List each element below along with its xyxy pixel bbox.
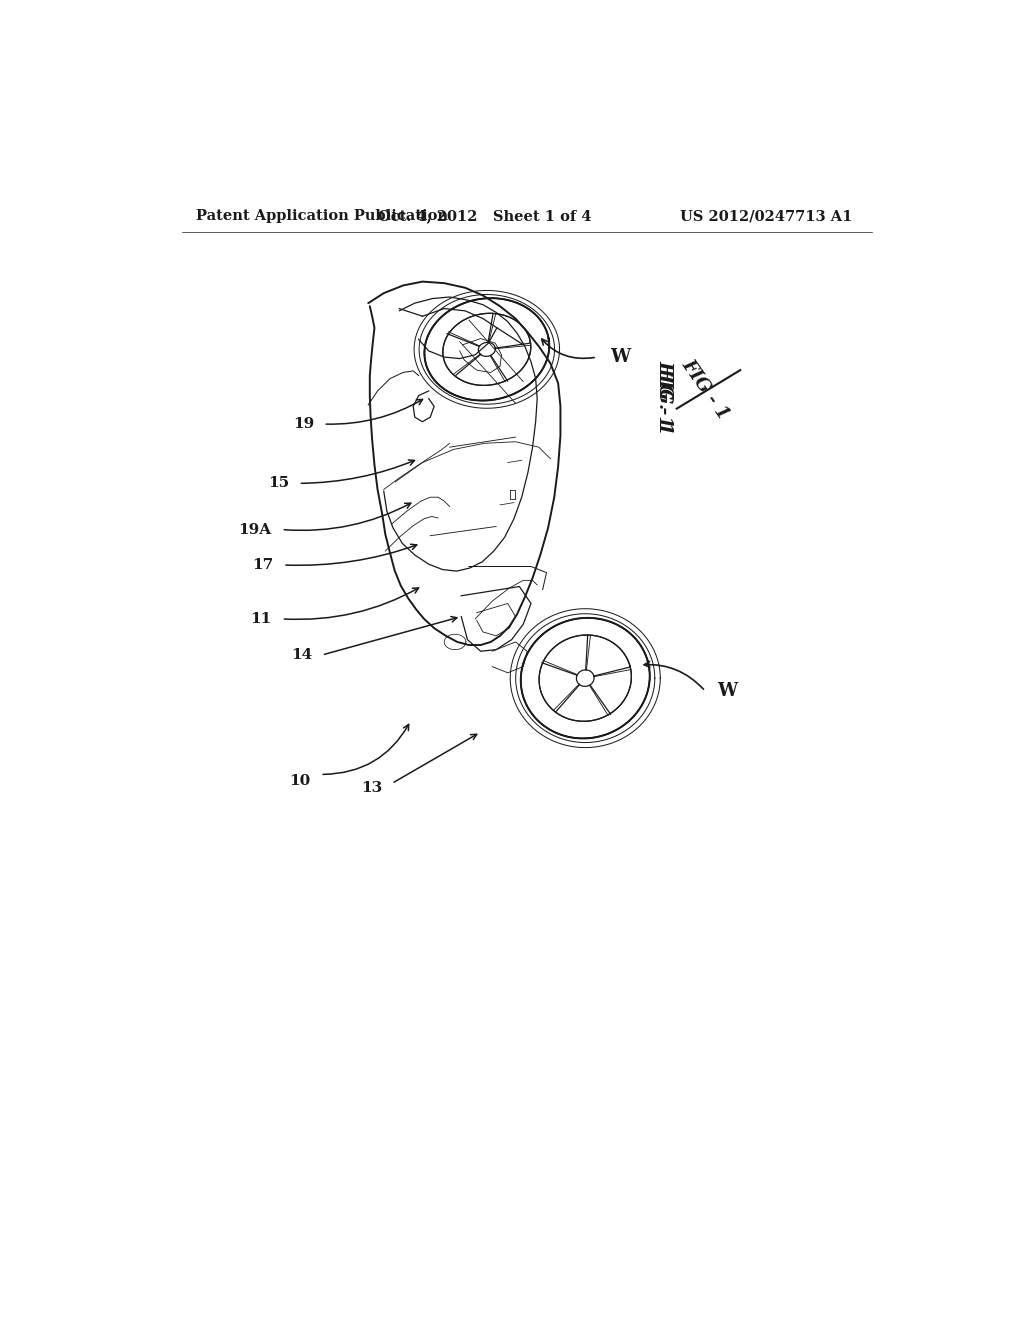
Polygon shape — [414, 391, 434, 422]
Text: US 2012/0247713 A1: US 2012/0247713 A1 — [680, 209, 853, 223]
Text: 14: 14 — [291, 648, 312, 663]
Text: 10: 10 — [289, 774, 310, 788]
Text: 13: 13 — [360, 781, 382, 795]
Text: 19: 19 — [293, 417, 314, 432]
Text: 19A: 19A — [239, 523, 271, 536]
Text: 11: 11 — [250, 612, 271, 626]
Text: FIG. 1: FIG. 1 — [655, 367, 673, 428]
Text: W: W — [717, 682, 737, 700]
Text: Patent Application Publication: Patent Application Publication — [197, 209, 449, 223]
Text: W: W — [610, 348, 630, 366]
Text: 15: 15 — [268, 477, 289, 490]
Text: FIG - 1: FIG - 1 — [678, 356, 732, 422]
Text: 17: 17 — [253, 558, 273, 572]
Text: FIG - 1: FIG - 1 — [655, 359, 673, 434]
Text: Oct. 4, 2012   Sheet 1 of 4: Oct. 4, 2012 Sheet 1 of 4 — [378, 209, 591, 223]
